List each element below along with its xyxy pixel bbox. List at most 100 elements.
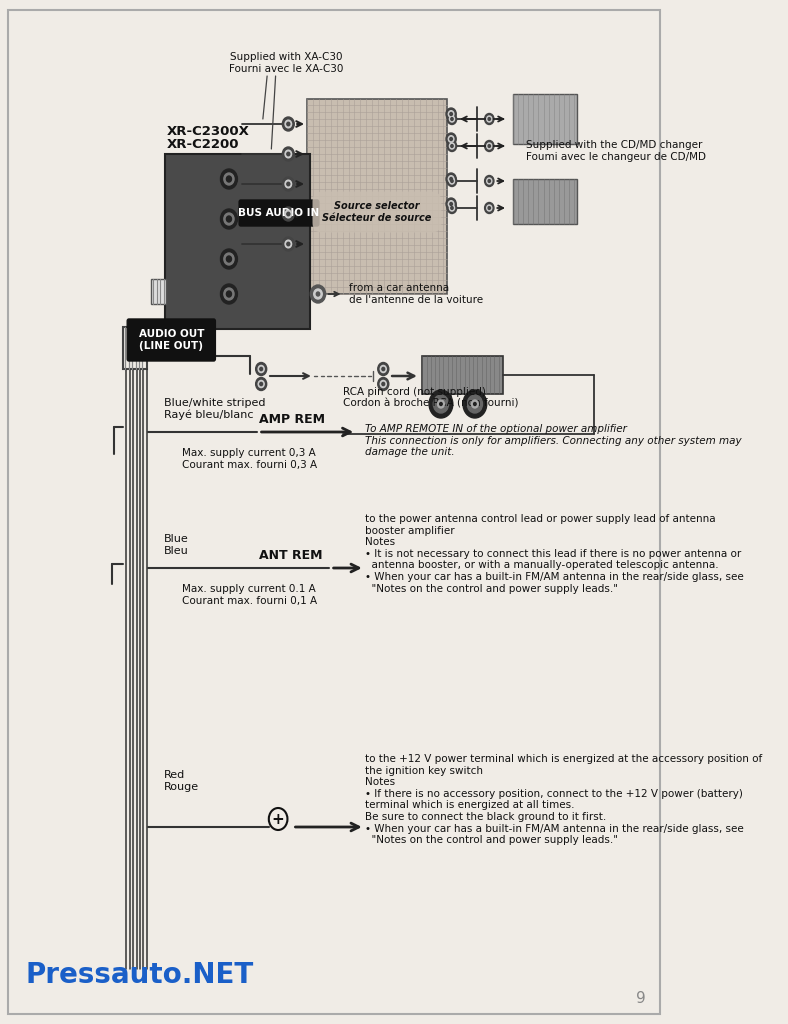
Circle shape bbox=[487, 116, 492, 122]
Circle shape bbox=[285, 120, 292, 128]
Text: Max. supply current 0.1 A
Courant max. fourni 0,1 A: Max. supply current 0.1 A Courant max. f… bbox=[182, 584, 318, 605]
Bar bbox=[123, 327, 147, 369]
Text: AMP REM: AMP REM bbox=[258, 413, 325, 426]
Circle shape bbox=[314, 289, 322, 299]
Text: Blue
Bleu: Blue Bleu bbox=[164, 535, 188, 556]
Circle shape bbox=[488, 207, 490, 209]
Circle shape bbox=[451, 207, 453, 209]
Circle shape bbox=[287, 212, 290, 216]
Circle shape bbox=[282, 147, 294, 161]
Circle shape bbox=[448, 203, 456, 213]
Text: XR-C2300X: XR-C2300X bbox=[167, 125, 250, 138]
Circle shape bbox=[226, 216, 232, 222]
Circle shape bbox=[451, 179, 453, 182]
Circle shape bbox=[487, 205, 492, 211]
Text: from a car antenna
de l'antenne de la voiture: from a car antenna de l'antenne de la vo… bbox=[349, 284, 484, 305]
Circle shape bbox=[382, 368, 385, 371]
Text: XR-C2200: XR-C2200 bbox=[167, 138, 240, 151]
Circle shape bbox=[487, 143, 492, 150]
Circle shape bbox=[450, 113, 452, 116]
Bar bbox=[165, 154, 310, 329]
Circle shape bbox=[221, 249, 237, 269]
Circle shape bbox=[316, 292, 320, 296]
Circle shape bbox=[221, 209, 237, 229]
Circle shape bbox=[471, 400, 478, 408]
FancyBboxPatch shape bbox=[127, 319, 215, 361]
Circle shape bbox=[488, 144, 490, 147]
Circle shape bbox=[381, 366, 386, 373]
Text: To AMP REMOTE IN of the optional power amplifier
This connection is only for amp: To AMP REMOTE IN of the optional power a… bbox=[365, 424, 742, 457]
Bar bbox=[307, 99, 447, 294]
Circle shape bbox=[429, 390, 453, 418]
Circle shape bbox=[487, 178, 492, 184]
Circle shape bbox=[285, 151, 292, 158]
Text: AUDIO OUT
(LINE OUT): AUDIO OUT (LINE OUT) bbox=[139, 329, 204, 351]
Circle shape bbox=[451, 144, 453, 147]
Circle shape bbox=[224, 288, 234, 300]
Text: RCA pin cord (not supplied)
Cordon à broche RCA (non fourni): RCA pin cord (not supplied) Cordon à bro… bbox=[344, 387, 519, 409]
Circle shape bbox=[282, 207, 294, 221]
Circle shape bbox=[433, 395, 448, 413]
Text: Red
Rouge: Red Rouge bbox=[164, 770, 199, 792]
Circle shape bbox=[446, 173, 456, 185]
Circle shape bbox=[448, 114, 456, 125]
Circle shape bbox=[255, 378, 266, 390]
Circle shape bbox=[467, 395, 482, 413]
Text: 9: 9 bbox=[637, 991, 646, 1006]
Bar bbox=[513, 94, 577, 144]
Circle shape bbox=[449, 178, 455, 184]
Text: ANT REM: ANT REM bbox=[258, 549, 322, 562]
Circle shape bbox=[224, 173, 234, 185]
Circle shape bbox=[282, 237, 294, 251]
Circle shape bbox=[446, 198, 456, 210]
Circle shape bbox=[226, 256, 232, 262]
Circle shape bbox=[485, 175, 494, 186]
Circle shape bbox=[449, 116, 455, 122]
Circle shape bbox=[449, 143, 455, 150]
Circle shape bbox=[488, 179, 490, 182]
Bar bbox=[513, 179, 577, 224]
Circle shape bbox=[437, 400, 444, 408]
Circle shape bbox=[450, 177, 452, 180]
Circle shape bbox=[485, 114, 494, 125]
FancyBboxPatch shape bbox=[239, 200, 319, 226]
Circle shape bbox=[377, 362, 388, 376]
Circle shape bbox=[260, 382, 262, 386]
Circle shape bbox=[382, 382, 385, 386]
Circle shape bbox=[285, 210, 292, 218]
Circle shape bbox=[448, 136, 454, 142]
Circle shape bbox=[451, 118, 453, 121]
Circle shape bbox=[450, 203, 452, 206]
Text: Max. supply current 0,3 A
Courant max. fourni 0,3 A: Max. supply current 0,3 A Courant max. f… bbox=[182, 449, 318, 470]
Circle shape bbox=[260, 368, 262, 371]
Circle shape bbox=[224, 213, 234, 225]
Text: Pressauto.NET: Pressauto.NET bbox=[25, 961, 254, 989]
Circle shape bbox=[258, 366, 264, 373]
Text: Supplied with XA-C30
Fourni avec le XA-C30: Supplied with XA-C30 Fourni avec le XA-C… bbox=[229, 52, 344, 74]
Text: Source selector
Sélecteur de source: Source selector Sélecteur de source bbox=[322, 202, 432, 223]
Circle shape bbox=[258, 381, 264, 387]
Bar bbox=[422, 356, 503, 394]
Circle shape bbox=[287, 243, 290, 246]
Circle shape bbox=[485, 203, 494, 213]
Circle shape bbox=[221, 169, 237, 189]
Circle shape bbox=[446, 108, 456, 120]
Circle shape bbox=[448, 111, 454, 118]
Text: to the +12 V power terminal which is energized at the accessory position of
the : to the +12 V power terminal which is ene… bbox=[365, 754, 762, 845]
Bar bbox=[151, 279, 166, 304]
Circle shape bbox=[474, 402, 476, 406]
Text: Supplied with the CD/MD changer
Foumi avec le changeur de CD/MD: Supplied with the CD/MD changer Foumi av… bbox=[526, 140, 706, 162]
Circle shape bbox=[221, 284, 237, 304]
Text: to the power antenna control lead or power supply lead of antenna
booster amplif: to the power antenna control lead or pow… bbox=[365, 514, 743, 594]
Circle shape bbox=[226, 291, 232, 297]
Circle shape bbox=[485, 140, 494, 152]
Circle shape bbox=[224, 253, 234, 265]
Circle shape bbox=[310, 285, 325, 303]
Circle shape bbox=[463, 390, 487, 418]
Circle shape bbox=[381, 381, 386, 387]
Circle shape bbox=[450, 137, 452, 140]
Text: BUS AUDIO IN: BUS AUDIO IN bbox=[238, 208, 320, 218]
Circle shape bbox=[446, 133, 456, 145]
Text: Blue/white striped
Rayé bleu/blanc: Blue/white striped Rayé bleu/blanc bbox=[164, 397, 265, 420]
Circle shape bbox=[287, 153, 290, 156]
